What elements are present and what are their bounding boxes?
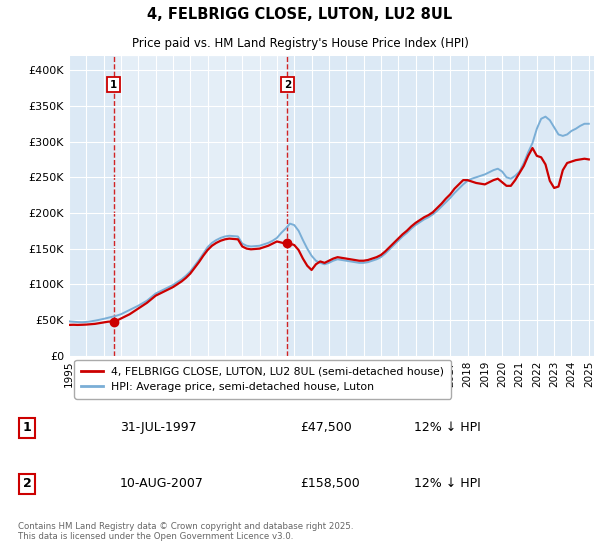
Text: 10-AUG-2007: 10-AUG-2007 — [120, 477, 204, 491]
Text: Contains HM Land Registry data © Crown copyright and database right 2025.
This d: Contains HM Land Registry data © Crown c… — [18, 522, 353, 542]
Text: 2: 2 — [284, 80, 291, 90]
Text: Price paid vs. HM Land Registry's House Price Index (HPI): Price paid vs. HM Land Registry's House … — [131, 37, 469, 50]
Text: 2: 2 — [23, 477, 31, 491]
Text: £47,500: £47,500 — [300, 421, 352, 435]
Text: 4, FELBRIGG CLOSE, LUTON, LU2 8UL: 4, FELBRIGG CLOSE, LUTON, LU2 8UL — [148, 7, 452, 22]
Text: 12% ↓ HPI: 12% ↓ HPI — [414, 421, 481, 435]
Text: 31-JUL-1997: 31-JUL-1997 — [120, 421, 197, 435]
Text: 12% ↓ HPI: 12% ↓ HPI — [414, 477, 481, 491]
Text: 1: 1 — [110, 80, 118, 90]
Text: 1: 1 — [23, 421, 31, 435]
Legend: 4, FELBRIGG CLOSE, LUTON, LU2 8UL (semi-detached house), HPI: Average price, sem: 4, FELBRIGG CLOSE, LUTON, LU2 8UL (semi-… — [74, 360, 451, 399]
Text: £158,500: £158,500 — [300, 477, 360, 491]
Bar — [114, 56, 287, 356]
